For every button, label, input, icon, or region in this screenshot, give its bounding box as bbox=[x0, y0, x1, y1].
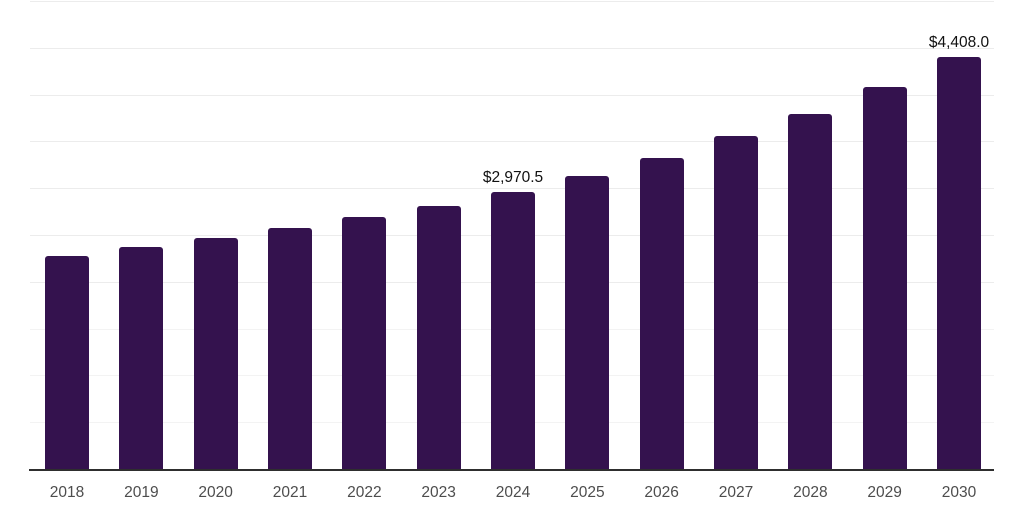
bar-2028 bbox=[788, 113, 833, 470]
bar-2025 bbox=[565, 175, 610, 470]
x-tick-label-2018: 2018 bbox=[49, 484, 85, 501]
bar-2021 bbox=[268, 227, 312, 470]
bar-2022 bbox=[342, 217, 387, 470]
bar-2030 bbox=[937, 57, 981, 470]
bar-2024 bbox=[491, 191, 535, 470]
x-tick-label-2026: 2026 bbox=[644, 484, 679, 501]
x-tick-label-2020: 2020 bbox=[198, 484, 233, 501]
x-tick-label-2019: 2019 bbox=[124, 484, 159, 501]
bar-2018 bbox=[45, 255, 89, 470]
bar-value-label-2030: $4,408.0 bbox=[928, 34, 990, 52]
gridline-3000 bbox=[30, 188, 994, 190]
x-tick-label-2030: 2030 bbox=[941, 484, 977, 501]
x-tick-label-2029: 2029 bbox=[867, 484, 902, 501]
gridline-4000 bbox=[30, 94, 994, 96]
x-tick-label-2028: 2028 bbox=[793, 484, 828, 501]
bar-2026 bbox=[639, 158, 684, 470]
x-tick-label-2024: 2024 bbox=[495, 484, 531, 501]
plot-area: $2,970.5 $4,408.0 bbox=[30, 1, 994, 470]
x-tick-label-2022: 2022 bbox=[347, 484, 382, 501]
bar-2020 bbox=[193, 237, 238, 470]
bar-2019 bbox=[119, 246, 164, 470]
x-tick-label-2025: 2025 bbox=[570, 484, 605, 501]
x-axis-line bbox=[29, 469, 994, 471]
x-tick-label-2027: 2027 bbox=[718, 484, 754, 501]
bar-2023 bbox=[416, 205, 461, 470]
bar-2027 bbox=[714, 135, 758, 470]
bar-2029 bbox=[862, 86, 907, 470]
x-tick-label-2023: 2023 bbox=[421, 484, 456, 501]
bar-value-label-2024: $2,970.5 bbox=[482, 168, 544, 186]
gridline-4500 bbox=[30, 47, 994, 49]
gridline-5000 bbox=[30, 1, 994, 2]
x-tick-label-2021: 2021 bbox=[272, 484, 308, 501]
gridline-3500 bbox=[30, 141, 994, 143]
